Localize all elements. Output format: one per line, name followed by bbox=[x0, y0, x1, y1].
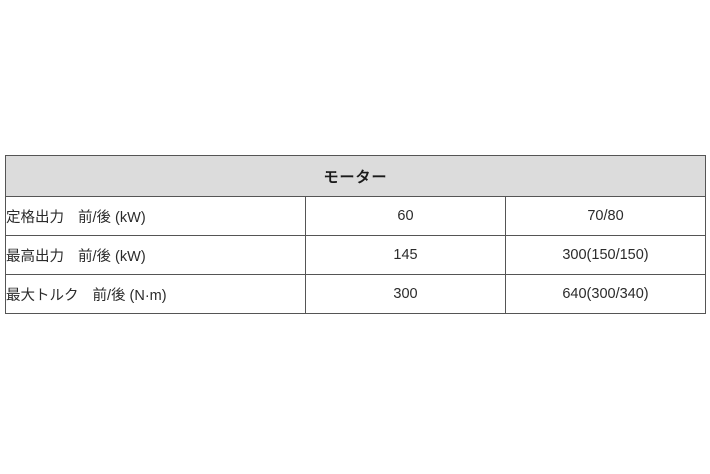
table-header-row: モーター bbox=[5, 155, 706, 197]
table-title: モーター bbox=[5, 155, 706, 197]
row-value-column-2: 640(300/340) bbox=[505, 274, 706, 314]
table-row: 定格出力 前/後 (kW) 60 70/80 bbox=[5, 196, 706, 236]
row-value-column-1: 60 bbox=[305, 196, 506, 236]
row-label-cell: 最大トルク 前/後 (N·m) bbox=[5, 274, 306, 314]
row-label-sub: 前/後 (kW) bbox=[78, 248, 146, 265]
table-row: 最高出力 前/後 (kW) 145 300(150/150) bbox=[5, 235, 706, 275]
row-label-main: 最大トルク bbox=[6, 287, 79, 304]
motor-spec-table: モーター 定格出力 前/後 (kW) 60 70/80 最高出力 前/後 (kW) … bbox=[5, 155, 706, 314]
row-label-cell: 定格出力 前/後 (kW) bbox=[5, 196, 306, 236]
row-label-main: 最高出力 bbox=[6, 248, 64, 265]
row-value-column-2: 300(150/150) bbox=[505, 235, 706, 275]
table-row: 最大トルク 前/後 (N·m) 300 640(300/340) bbox=[5, 274, 706, 314]
row-value-column-2: 70/80 bbox=[505, 196, 706, 236]
row-label-sub: 前/後 (kW) bbox=[78, 209, 146, 226]
row-value-column-1: 300 bbox=[305, 274, 506, 314]
table-body: 定格出力 前/後 (kW) 60 70/80 最高出力 前/後 (kW) 145 3… bbox=[5, 196, 706, 314]
row-value-column-1: 145 bbox=[305, 235, 506, 275]
row-label-cell: 最高出力 前/後 (kW) bbox=[5, 235, 306, 275]
row-label-sub: 前/後 (N·m) bbox=[92, 287, 167, 304]
row-label-main: 定格出力 bbox=[6, 209, 64, 226]
